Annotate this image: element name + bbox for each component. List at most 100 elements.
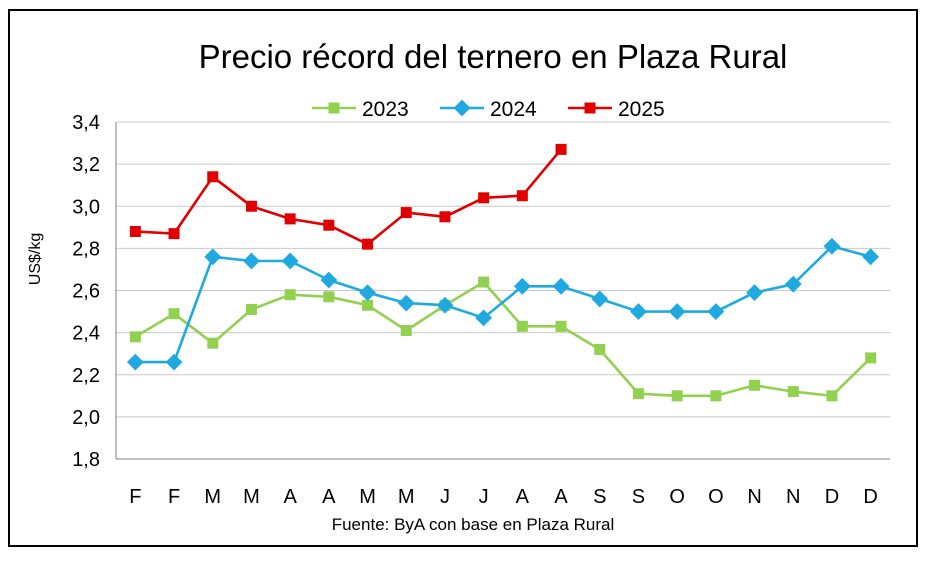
data-point-2023: [632, 388, 644, 400]
data-point-2024: [320, 271, 338, 289]
x-tick-label: O: [708, 486, 724, 508]
chart-title: Precio récord del ternero en Plaza Rural: [199, 38, 788, 75]
legend-item-2023: 2023: [312, 98, 409, 121]
x-tick-label: F: [168, 486, 180, 508]
data-point-2024: [165, 353, 183, 371]
data-point-2023: [594, 343, 606, 355]
data-point-2024: [204, 248, 222, 266]
x-tick-label: A: [283, 486, 297, 508]
data-point-2025: [362, 238, 374, 250]
x-tick-label: N: [786, 486, 800, 508]
data-point-2025: [245, 200, 257, 212]
data-point-2023: [129, 331, 141, 343]
data-point-2024: [436, 296, 454, 314]
data-point-2025: [323, 219, 335, 231]
data-point-2025: [555, 143, 567, 155]
data-point-2023: [284, 289, 296, 301]
data-point-2024: [397, 294, 415, 312]
series-2024: [126, 237, 880, 371]
data-point-2023: [710, 390, 722, 402]
data-point-2023: [865, 352, 877, 364]
line-chart: Precio récord del ternero en Plaza Rural…: [27, 38, 890, 534]
data-point-2023: [362, 299, 374, 311]
data-point-2024: [552, 277, 570, 295]
x-tick-label: S: [632, 486, 645, 508]
x-tick-label: M: [243, 486, 260, 508]
legend-label: 2023: [362, 98, 409, 121]
legend-marker: [328, 102, 340, 114]
data-point-2023: [168, 308, 180, 320]
gridlines: [116, 121, 890, 418]
data-point-2025: [439, 211, 451, 223]
y-tick-label: 1,8: [72, 449, 100, 471]
legend-marker: [453, 99, 471, 117]
series-2025: [129, 143, 567, 250]
y-tick-label: 2,4: [72, 323, 100, 345]
x-tick-label: J: [479, 486, 489, 508]
y-tick-label: 3,2: [72, 154, 100, 176]
x-tick-label: O: [669, 486, 685, 508]
data-point-2025: [207, 171, 219, 183]
data-point-2024: [591, 290, 609, 308]
data-point-2025: [478, 192, 490, 204]
y-tick-label: 2,6: [72, 281, 100, 303]
x-tick-label: D: [825, 486, 839, 508]
x-tick-label: A: [322, 486, 336, 508]
series-line-2025: [135, 148, 562, 246]
legend: 2023 2024 2025: [312, 98, 665, 121]
data-point-2023: [478, 276, 490, 288]
x-tick-label: A: [516, 486, 530, 508]
axes: [115, 122, 890, 460]
series-2023: [129, 276, 877, 402]
data-point-2025: [168, 228, 180, 240]
data-point-2024: [243, 252, 260, 270]
x-tick-label: F: [129, 486, 141, 508]
legend-label: 2025: [618, 98, 665, 121]
data-point-2025: [129, 226, 141, 238]
y-axis-label: US$/kg: [27, 233, 44, 285]
x-tick-label: J: [440, 486, 450, 508]
data-point-2024: [126, 353, 144, 371]
data-point-2024: [862, 248, 880, 266]
data-point-2025: [400, 207, 412, 219]
x-tick-label: M: [204, 486, 221, 508]
data-point-2023: [555, 320, 567, 332]
data-point-2024: [823, 237, 841, 255]
data-point-2024: [668, 303, 686, 320]
series-line-2023: [134, 280, 872, 398]
chart-frame: Precio récord del ternero en Plaza Rural…: [8, 9, 918, 547]
y-tick-label: 2,0: [72, 407, 100, 429]
data-point-2023: [787, 386, 799, 398]
legend-item-2024: 2024: [440, 98, 537, 121]
data-point-2024: [359, 284, 376, 302]
data-point-2025: [516, 190, 528, 202]
legend-item-2025: 2025: [568, 98, 665, 121]
data-point-2024: [513, 277, 531, 295]
y-tick-label: 3,4: [72, 112, 100, 134]
series-group: [126, 143, 880, 402]
data-point-2023: [323, 291, 335, 303]
data-point-2024: [281, 252, 299, 270]
y-tick-labels: 1,8 2,0 2,2 2,4 2,6 2,8 3,0 3,2 3,4: [72, 112, 100, 471]
x-tick-label: S: [593, 486, 606, 508]
data-point-2023: [671, 390, 683, 402]
data-point-2023: [400, 325, 412, 337]
data-point-2024: [707, 303, 725, 320]
y-tick-label: 2,8: [72, 238, 100, 260]
source-note: Fuente: ByA con base en Plaza Rural: [332, 515, 615, 534]
data-point-2024: [746, 284, 763, 302]
data-point-2023: [207, 337, 219, 349]
data-point-2025: [284, 213, 296, 225]
legend-label: 2024: [490, 98, 537, 121]
data-point-2024: [784, 275, 802, 293]
data-point-2024: [630, 303, 647, 320]
data-point-2023: [516, 320, 528, 332]
data-point-2023: [245, 303, 257, 315]
x-tick-label: M: [359, 486, 376, 508]
data-point-2023: [826, 390, 838, 402]
data-point-2023: [749, 379, 761, 391]
y-tick-label: 3,0: [72, 196, 100, 218]
data-point-2024: [475, 309, 493, 327]
legend-marker: [584, 102, 596, 114]
